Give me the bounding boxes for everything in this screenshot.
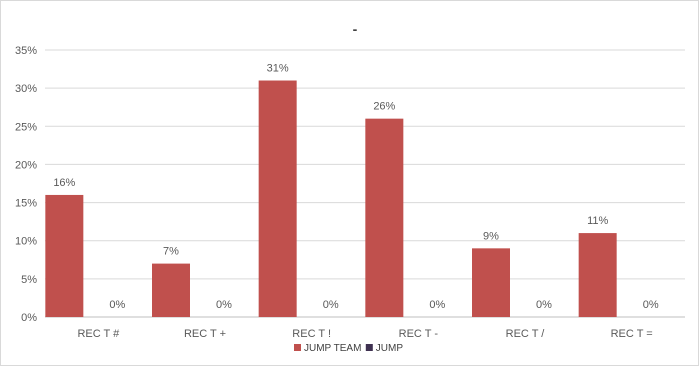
x-tick-label: REC T =	[611, 328, 653, 340]
legend-label: JUMP	[376, 343, 404, 354]
data-label: 0%	[536, 299, 552, 311]
y-tick-label: 20%	[15, 159, 37, 171]
bar	[578, 233, 617, 317]
gridlines	[45, 49, 685, 318]
bar	[472, 248, 510, 317]
x-tick-label: REC T !	[292, 328, 331, 340]
chart-title: -	[353, 21, 358, 37]
data-label: 26%	[373, 101, 395, 113]
data-label: 0%	[109, 299, 125, 311]
y-tick-label: 25%	[15, 121, 37, 133]
legend-label: JUMP TEAM	[304, 343, 361, 354]
x-tick-label: REC T /	[506, 328, 546, 340]
data-label: 9%	[483, 230, 499, 242]
bar	[365, 118, 404, 318]
legend-swatch	[365, 344, 373, 351]
data-label: 0%	[216, 299, 232, 311]
x-tick-label: REC T -	[399, 328, 439, 340]
data-label: 11%	[587, 215, 608, 227]
y-tick-label: 0%	[21, 312, 37, 324]
x-tick-label: REC T #	[77, 328, 120, 340]
y-tick-label: 30%	[15, 83, 37, 95]
data-label: 31%	[267, 63, 289, 75]
bar	[258, 80, 297, 317]
data-label: 7%	[163, 246, 179, 258]
bars: 16% 0% 7% 0% 31% 0% 26% 0% 9% 0% 11% 0%	[45, 63, 659, 318]
data-label: 0%	[323, 299, 339, 311]
bar	[152, 263, 190, 317]
y-tick-label: 35%	[15, 45, 37, 57]
bar	[45, 194, 84, 317]
data-label: 0%	[643, 299, 659, 311]
legend: JUMP TEAM JUMP	[294, 343, 403, 354]
legend-swatch	[294, 344, 301, 351]
y-tick-label: 15%	[15, 198, 37, 210]
data-label: 16%	[53, 177, 75, 189]
y-tick-label: 10%	[15, 236, 37, 248]
x-axis: REC T # REC T + REC T ! REC T - REC T / REC T…	[77, 328, 652, 340]
x-tick-label: REC T +	[184, 328, 226, 340]
y-axis: 0% 5% 10% 15% 20% 25% 30% 35%	[15, 45, 37, 324]
data-label: 0%	[429, 299, 445, 311]
y-tick-label: 5%	[21, 274, 37, 286]
